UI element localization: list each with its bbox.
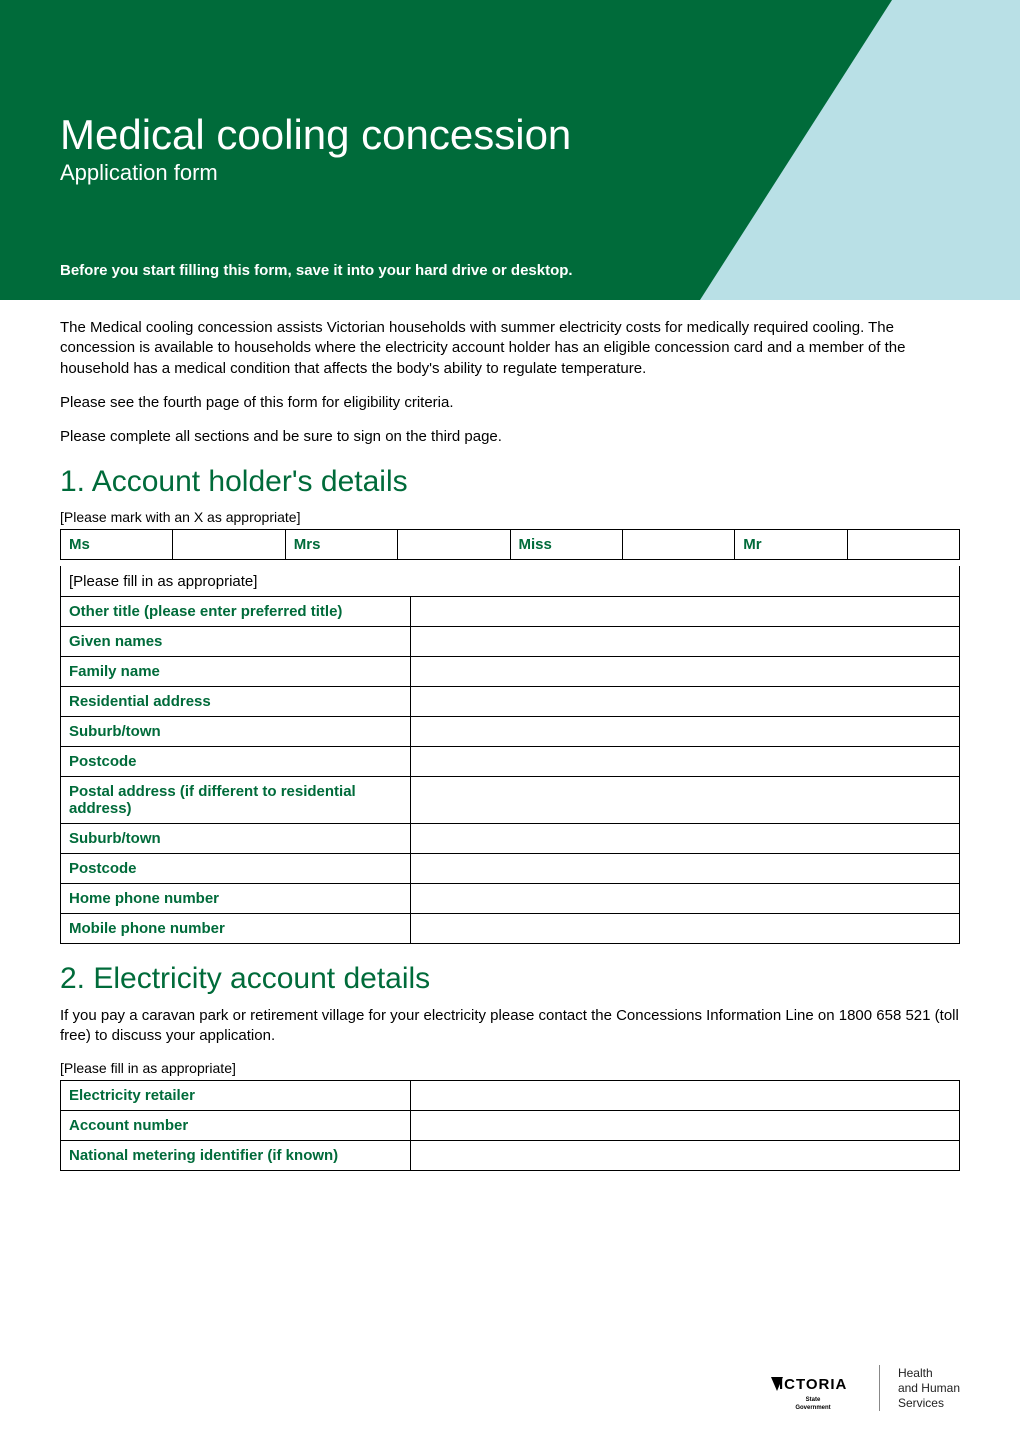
suburb-town-1-label: Suburb/town (61, 716, 411, 746)
title-mrs-input[interactable] (398, 530, 510, 560)
table-row: National metering identifier (if known) (61, 1141, 960, 1171)
suburb-town-2-input[interactable] (411, 823, 960, 853)
section-1-fill-hint: [Please fill in as appropriate] (61, 566, 960, 596)
intro-paragraph-1: The Medical cooling concession assists V… (60, 318, 960, 379)
family-name-label: Family name (61, 656, 411, 686)
other-title-input[interactable] (411, 596, 960, 626)
header-band: Medical cooling concession Application f… (0, 0, 1020, 300)
family-name-input[interactable] (411, 656, 960, 686)
page-title: Medical cooling concession (60, 112, 960, 158)
svg-text:ICTORIA: ICTORIA (779, 1376, 847, 1393)
table-row: Ms Mrs Miss Mr (61, 530, 960, 560)
svg-text:State: State (806, 1397, 821, 1403)
table-row: Account number (61, 1111, 960, 1141)
suburb-town-1-input[interactable] (411, 716, 960, 746)
table-row: Family name (61, 656, 960, 686)
intro-block: The Medical cooling concession assists V… (60, 318, 960, 447)
section-2-intro-block: If you pay a caravan park or retirement … (60, 1006, 960, 1047)
title-mr-input[interactable] (847, 530, 959, 560)
title-ms-input[interactable] (173, 530, 285, 560)
intro-paragraph-3: Please complete all sections and be sure… (60, 427, 960, 447)
table-row: Postal address (if different to resident… (61, 776, 960, 823)
title-selection-table: Ms Mrs Miss Mr (60, 529, 960, 560)
home-phone-label: Home phone number (61, 883, 411, 913)
title-miss-input[interactable] (622, 530, 734, 560)
account-number-label: Account number (61, 1111, 411, 1141)
nmi-label: National metering identifier (if known) (61, 1141, 411, 1171)
table-row: Residential address (61, 686, 960, 716)
postal-address-label: Postal address (if different to resident… (61, 776, 411, 823)
section-1-mark-hint: [Please mark with an X as appropriate] (60, 509, 960, 525)
given-names-input[interactable] (411, 626, 960, 656)
postcode-1-input[interactable] (411, 746, 960, 776)
table-row: Home phone number (61, 883, 960, 913)
postal-address-input[interactable] (411, 776, 960, 823)
electricity-account-table: Electricity retailer Account number Nati… (60, 1080, 960, 1171)
department-name: Health and Human Services (898, 1366, 960, 1411)
table-row: Suburb/town (61, 716, 960, 746)
section-2-heading: 2. Electricity account details (60, 962, 960, 996)
footer-divider (879, 1365, 880, 1411)
retailer-input[interactable] (411, 1081, 960, 1111)
residential-address-input[interactable] (411, 686, 960, 716)
footer: ICTORIA State Government Health and Huma… (765, 1363, 960, 1413)
title-option-ms: Ms (61, 530, 173, 560)
svg-text:Government: Government (795, 1405, 830, 1411)
nmi-input[interactable] (411, 1141, 960, 1171)
account-holder-details-table: [Please fill in as appropriate] Other ti… (60, 566, 960, 944)
table-row: Suburb/town (61, 823, 960, 853)
section-2-intro: If you pay a caravan park or retirement … (60, 1006, 960, 1047)
victoria-logo-icon: ICTORIA State Government (765, 1363, 861, 1413)
title-option-miss: Miss (510, 530, 622, 560)
table-row: Given names (61, 626, 960, 656)
title-option-mr: Mr (735, 530, 847, 560)
table-row: Postcode (61, 853, 960, 883)
postcode-2-label: Postcode (61, 853, 411, 883)
table-row: Postcode (61, 746, 960, 776)
other-title-label: Other title (please enter preferred titl… (61, 596, 411, 626)
retailer-label: Electricity retailer (61, 1081, 411, 1111)
postcode-2-input[interactable] (411, 853, 960, 883)
save-instruction: Before you start filling this form, save… (60, 262, 960, 279)
title-option-mrs: Mrs (285, 530, 397, 560)
account-number-input[interactable] (411, 1111, 960, 1141)
section-2-fill-hint: [Please fill in as appropriate] (60, 1060, 960, 1076)
table-row: Mobile phone number (61, 913, 960, 943)
dept-line-1: Health (898, 1366, 960, 1381)
section-1-heading: 1. Account holder's details (60, 465, 960, 499)
home-phone-input[interactable] (411, 883, 960, 913)
mobile-phone-input[interactable] (411, 913, 960, 943)
suburb-town-2-label: Suburb/town (61, 823, 411, 853)
intro-paragraph-2: Please see the fourth page of this form … (60, 393, 960, 413)
given-names-label: Given names (61, 626, 411, 656)
table-row: [Please fill in as appropriate] (61, 566, 960, 596)
page-subtitle: Application form (60, 160, 960, 186)
table-row: Other title (please enter preferred titl… (61, 596, 960, 626)
dept-line-3: Services (898, 1396, 960, 1411)
mobile-phone-label: Mobile phone number (61, 913, 411, 943)
postcode-1-label: Postcode (61, 746, 411, 776)
table-row: Electricity retailer (61, 1081, 960, 1111)
dept-line-2: and Human (898, 1381, 960, 1396)
residential-address-label: Residential address (61, 686, 411, 716)
